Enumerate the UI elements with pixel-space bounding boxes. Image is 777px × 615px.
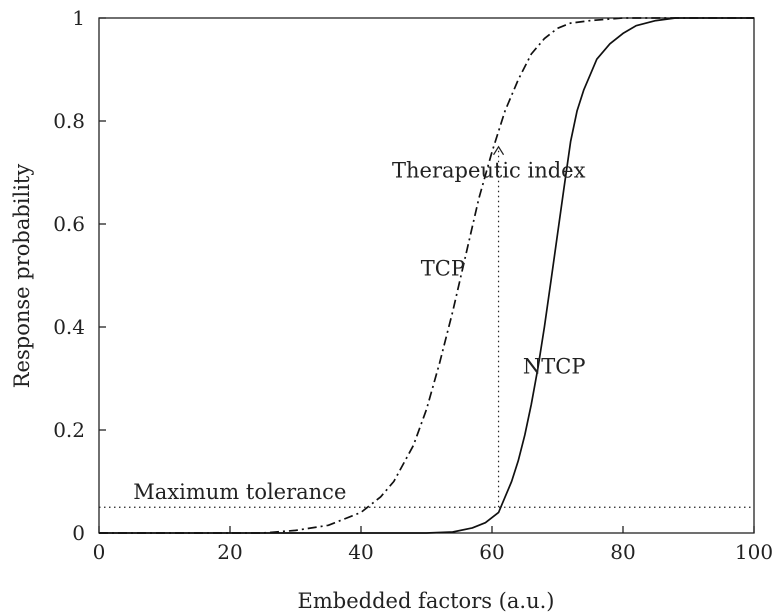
- tcp-curve: [99, 17, 754, 534]
- y-axis-label: Response probability: [10, 164, 34, 389]
- y-tick-label: 0.8: [53, 109, 85, 133]
- x-tick-label: 0: [93, 540, 106, 564]
- reference-lines: [99, 145, 754, 508]
- annotations: Therapeutic index TCP NTCP Maximum toleranc…: [133, 159, 585, 504]
- x-tick-label: 100: [735, 540, 773, 564]
- ntcp-curve: [99, 17, 754, 534]
- x-tick-label: 60: [479, 540, 504, 564]
- axis-ticks: 0 20 40 60 80 100 0 0.2 0.4 0.6 0.8 1: [53, 6, 773, 564]
- y-tick-label: 0.6: [53, 212, 85, 236]
- tcp-label: TCP: [421, 257, 465, 281]
- y-tick-label: 0.2: [53, 418, 85, 442]
- x-tick-label: 80: [610, 540, 635, 564]
- y-tick-label: 1: [72, 6, 85, 30]
- y-tick-label: 0.4: [53, 315, 85, 339]
- ntcp-label: NTCP: [523, 354, 586, 378]
- x-axis-label: Embedded factors (a.u.): [298, 589, 555, 613]
- therapeutic-label: Therapeutic index: [392, 159, 586, 183]
- therapeutic-index-arrowhead: [493, 145, 505, 156]
- x-tick-label: 20: [217, 540, 242, 564]
- x-tick-label: 40: [348, 540, 373, 564]
- y-tick-label: 0: [72, 521, 85, 545]
- series-lines: [99, 17, 754, 534]
- max_tol-label: Maximum tolerance: [133, 480, 346, 504]
